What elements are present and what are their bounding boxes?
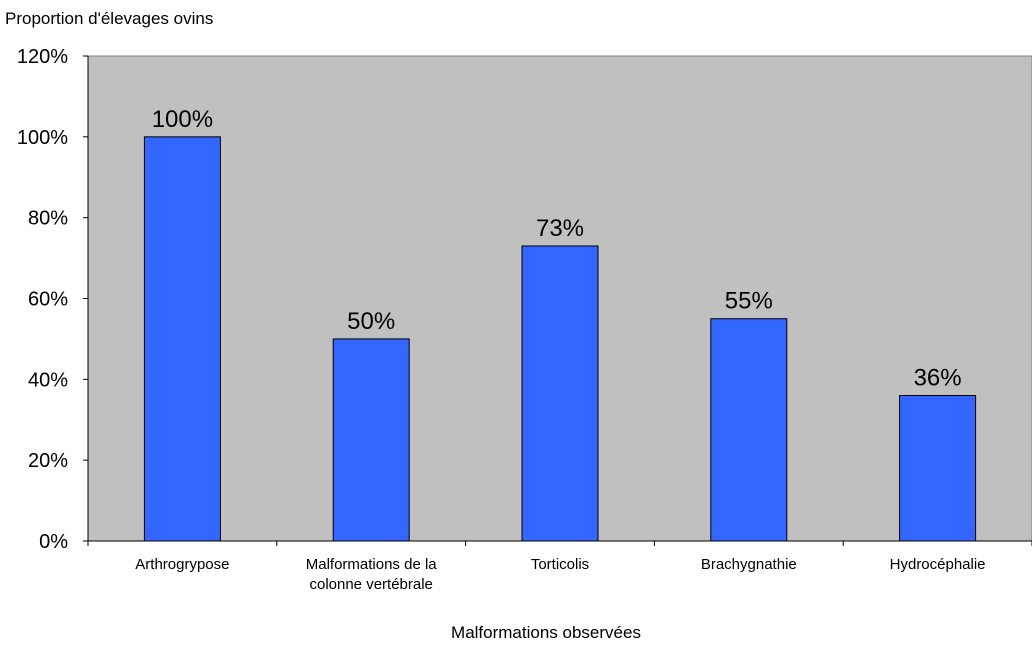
x-axis: Arthrogrypose Malformations de la colonne … bbox=[87, 540, 1032, 593]
y-tick-label: 120% bbox=[17, 46, 68, 68]
bar bbox=[143, 136, 221, 542]
y-tick-label: 0% bbox=[39, 531, 68, 553]
bar bbox=[521, 245, 599, 542]
bar-value-label: 50% bbox=[347, 308, 395, 335]
x-tick-label: Arthrogrypose bbox=[135, 556, 229, 573]
x-tick-label: Torticolis bbox=[531, 556, 589, 573]
bar-value-label: 73% bbox=[536, 215, 584, 242]
y-tick-label: 100% bbox=[17, 127, 68, 149]
y-tick-label: 80% bbox=[28, 208, 68, 230]
y-tick-label: 20% bbox=[28, 450, 68, 472]
bar-value-label: 36% bbox=[914, 365, 962, 392]
bar bbox=[710, 318, 788, 542]
x-tick-label: Malformations de la bbox=[306, 556, 438, 573]
x-tick-label: Hydrocéphalie bbox=[890, 556, 986, 573]
y-axis-title: Proportion d'élevages ovins bbox=[5, 9, 213, 28]
y-tick-label: 60% bbox=[28, 289, 68, 311]
y-axis: 0% 20% 40% 60% 80% 100% 120% bbox=[17, 46, 89, 553]
x-tick-label: Brachygnathie bbox=[701, 556, 797, 573]
x-tick-label: colonne vertébrale bbox=[309, 576, 432, 593]
y-tick-label: 40% bbox=[28, 369, 68, 391]
bar-value-label: 55% bbox=[725, 288, 773, 315]
bar bbox=[332, 338, 410, 542]
bar-value-label: 100% bbox=[152, 106, 213, 133]
bar bbox=[899, 395, 977, 542]
x-axis-title: Malformations observées bbox=[451, 623, 641, 642]
bar-series: 100% 50% 73% 55% 36% bbox=[143, 106, 977, 542]
